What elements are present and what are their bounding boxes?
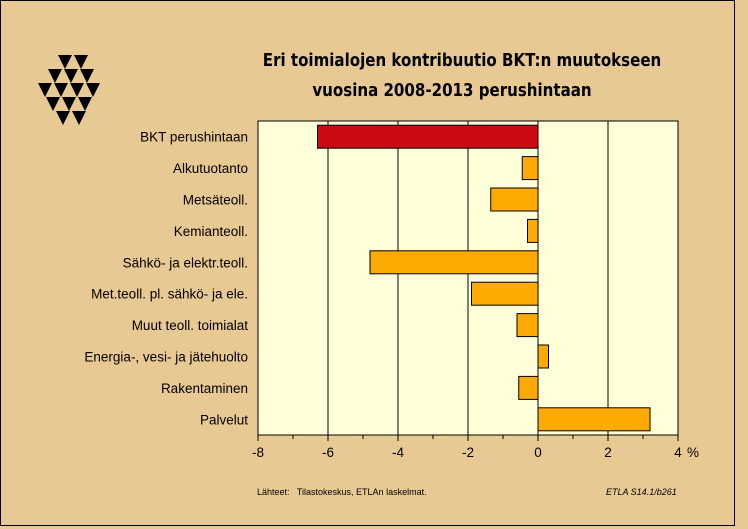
bar	[527, 218, 539, 243]
bar	[537, 407, 651, 432]
footer-source: Lähteet: Tilastokeskus, ETLAn laskelmat.	[257, 487, 427, 497]
etla-logo-icon	[38, 55, 100, 125]
tick-label: -8	[252, 445, 264, 460]
bar	[521, 156, 539, 181]
category-label: Alkutuotanto	[173, 161, 248, 176]
chart-title: Eri toimialojen kontribuutio BKT:n muuto…	[262, 46, 662, 106]
category-label: Palvelut	[200, 412, 248, 427]
bar	[537, 344, 549, 369]
tick-label: 0	[534, 445, 542, 460]
tick-label: -2	[462, 445, 474, 460]
bar	[516, 313, 539, 338]
footer-code: ETLA S14.1/b261	[606, 487, 677, 497]
category-label: Met.teoll. pl. sähkö- ja ele.	[91, 287, 248, 302]
tick-label: 2	[604, 445, 612, 460]
bar	[518, 375, 539, 400]
bar	[490, 187, 539, 212]
category-label: Sähkö- ja elektr.teoll.	[123, 255, 248, 270]
category-label: Rakentaminen	[161, 381, 248, 396]
chart-title-line-2: vuosina 2008-2013 perushintaan	[312, 81, 592, 101]
bar	[369, 250, 539, 275]
chart-title-line-1: Eri toimialojen kontribuutio BKT:n muuto…	[262, 51, 662, 71]
category-label: Kemianteoll.	[174, 224, 248, 239]
tick-label: -4	[392, 445, 404, 460]
bar	[317, 124, 539, 149]
unit-label: %	[687, 445, 699, 460]
category-label: BKT perushintaan	[140, 130, 248, 145]
bar	[471, 281, 539, 306]
category-label: Energia-, vesi- ja jätehuolto	[84, 350, 248, 365]
tick-label: -6	[322, 445, 334, 460]
category-label: Muut teoll. toimialat	[132, 318, 249, 333]
category-label: Metsäteoll.	[183, 193, 248, 208]
tick-label: 4	[674, 445, 682, 460]
